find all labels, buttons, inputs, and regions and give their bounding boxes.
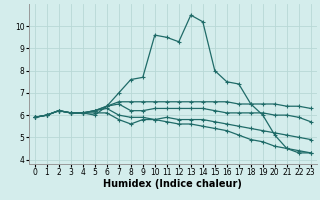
X-axis label: Humidex (Indice chaleur): Humidex (Indice chaleur) bbox=[103, 179, 242, 189]
